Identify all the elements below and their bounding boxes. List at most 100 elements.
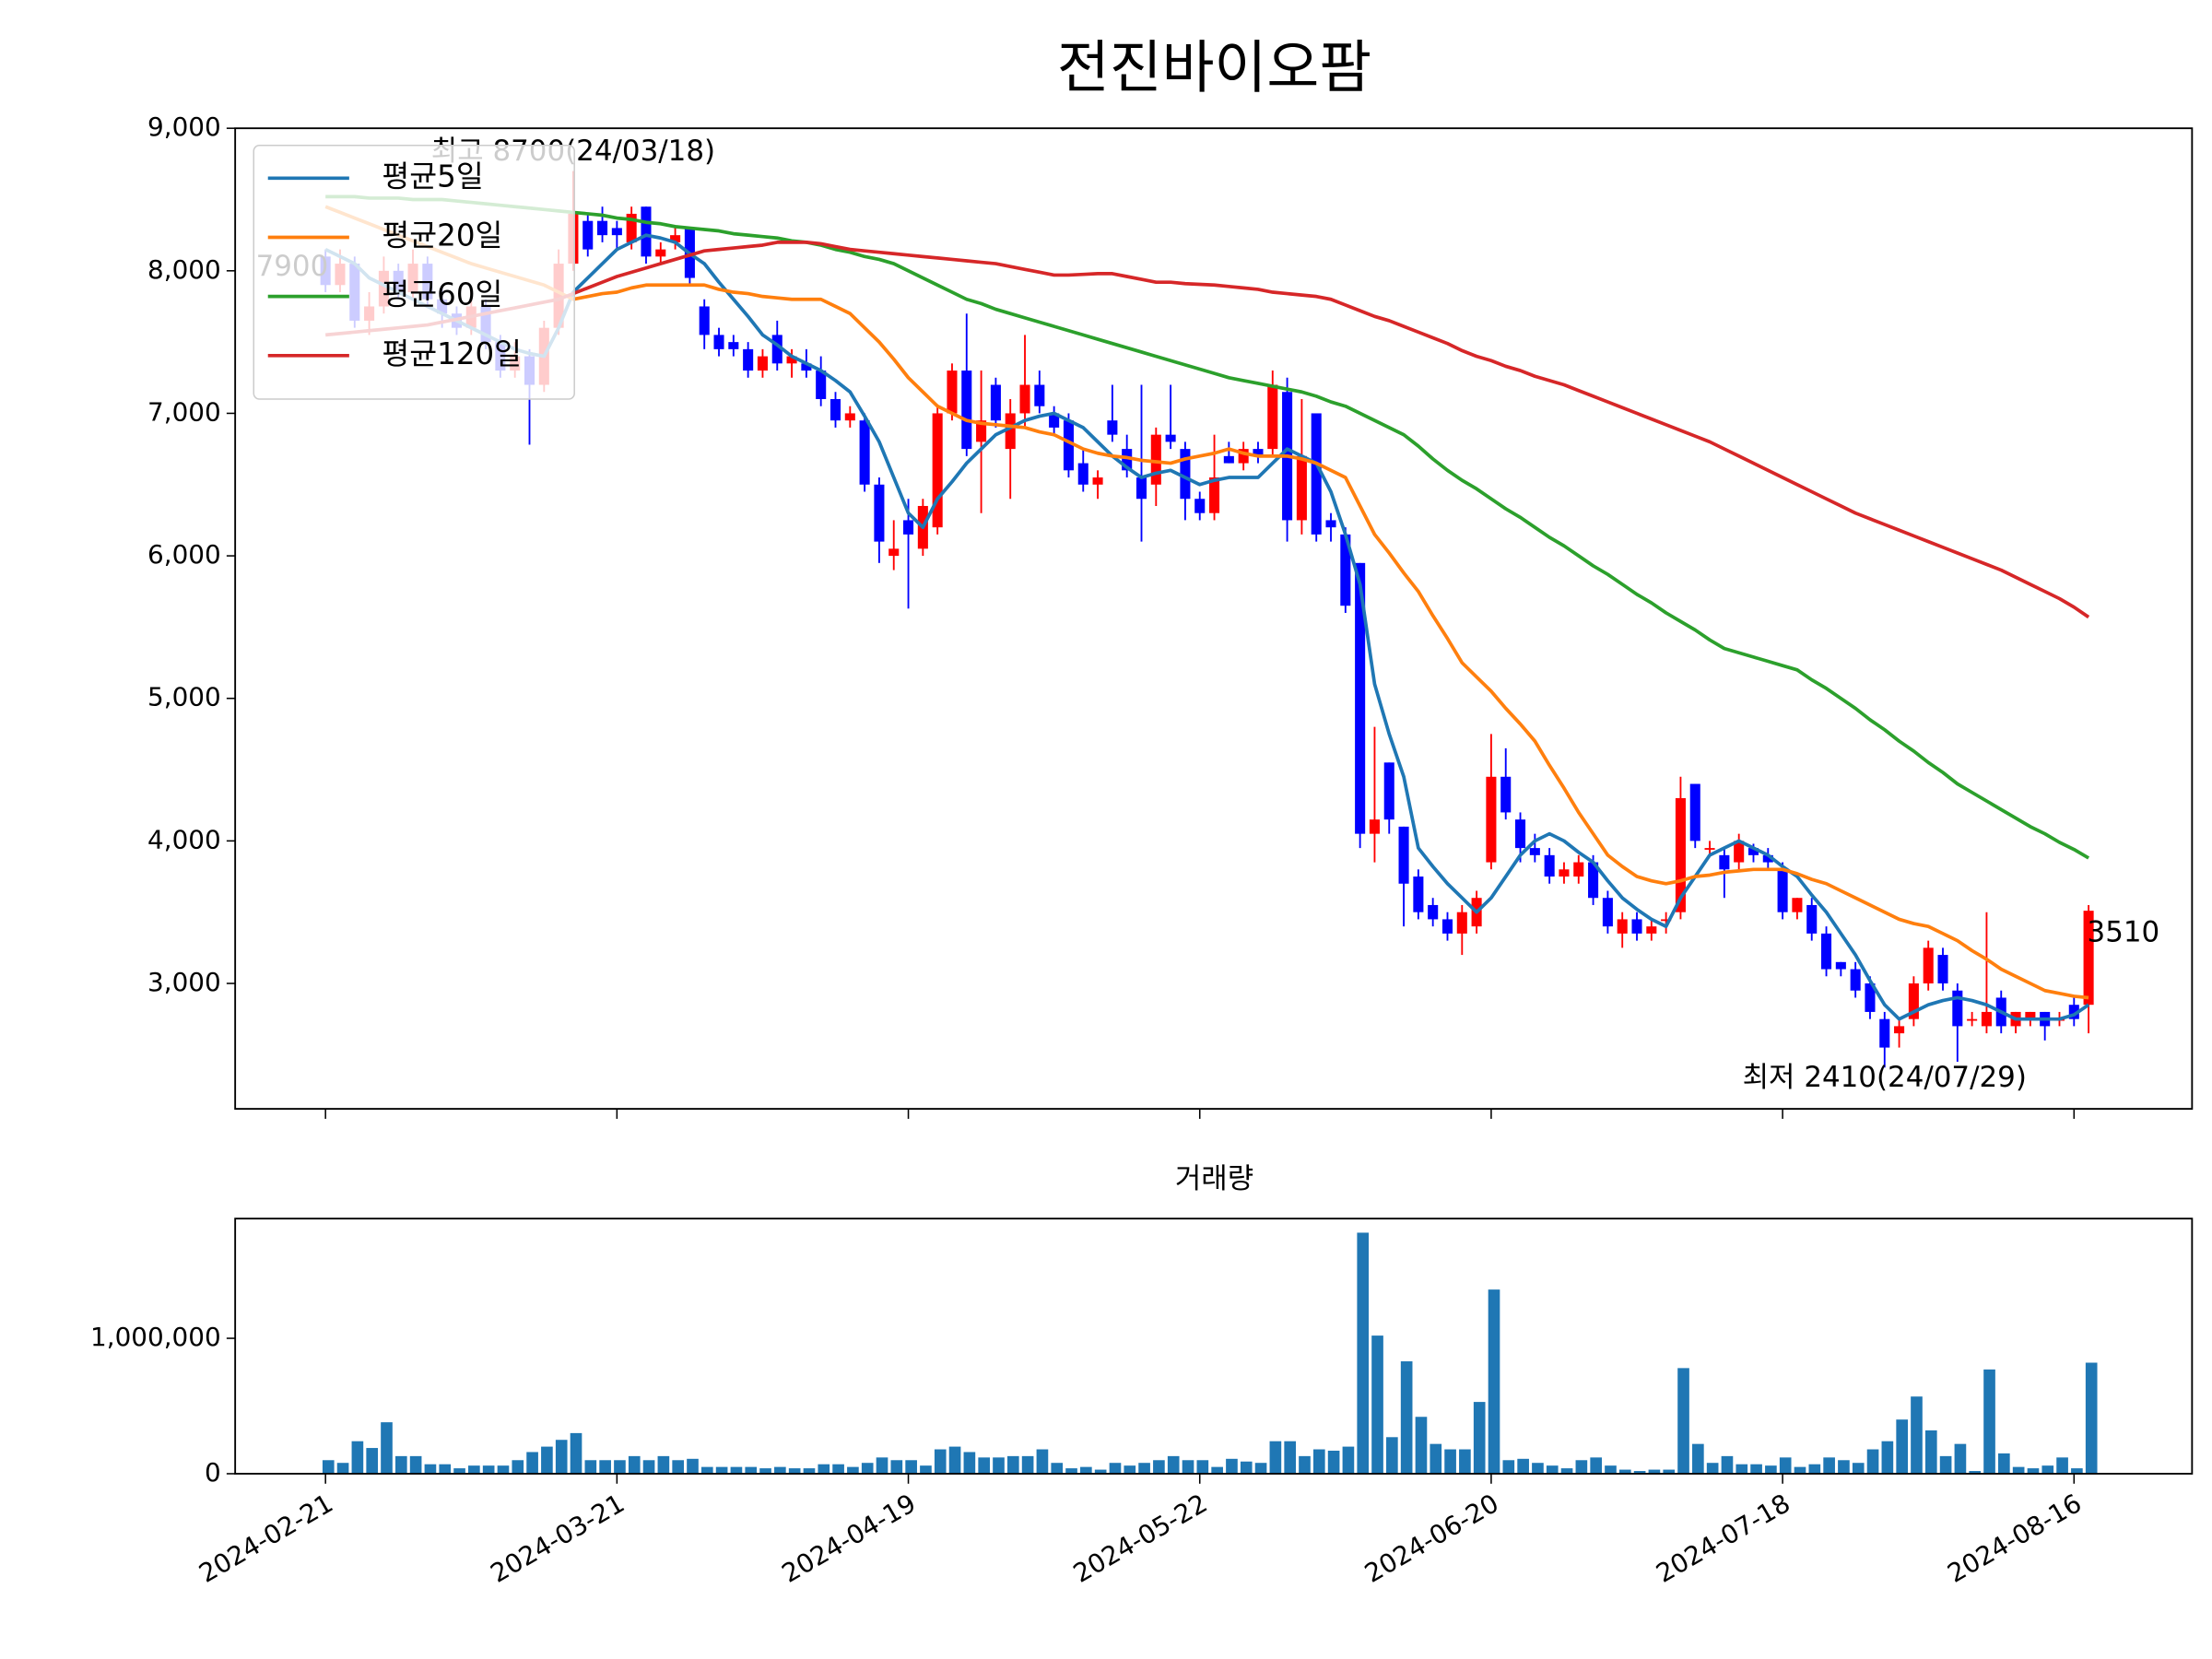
volume-bar	[1459, 1449, 1471, 1474]
candle-body	[816, 371, 827, 399]
volume-bar	[2071, 1468, 2083, 1474]
volume-bar	[818, 1464, 830, 1474]
candle-body	[1937, 955, 1948, 984]
volume-bar	[963, 1452, 976, 1474]
volume-bar	[628, 1455, 641, 1474]
volume-bar	[409, 1455, 422, 1474]
volume-bar	[905, 1460, 917, 1474]
candle-body	[728, 342, 739, 349]
candle-body	[1806, 904, 1818, 934]
candle-body	[1646, 926, 1657, 934]
volume-bar	[1327, 1450, 1340, 1474]
volume-axes-frame	[234, 1218, 2194, 1475]
candle-body	[1704, 848, 1715, 850]
volume-bar	[1735, 1464, 1748, 1474]
volume-bar	[993, 1457, 1005, 1474]
volume-bar	[1299, 1455, 1311, 1474]
volume-bar	[1226, 1458, 1238, 1474]
candle-body	[1165, 434, 1176, 442]
candle-body	[1923, 947, 1934, 984]
y-tick-label: 6,000	[147, 539, 221, 570]
volume-bar	[1065, 1468, 1077, 1474]
candle-body	[1967, 1018, 1978, 1021]
volume-bar	[541, 1446, 553, 1474]
volume-bar	[570, 1432, 582, 1474]
candle-body	[1077, 463, 1088, 485]
candle-body	[830, 398, 841, 421]
volume-bar	[497, 1465, 510, 1474]
candle-body	[1559, 869, 1570, 877]
legend-label: 평균60일	[382, 277, 502, 312]
volume-bar	[1488, 1289, 1500, 1474]
volume-bar	[832, 1464, 844, 1474]
volume-bar	[2027, 1468, 2040, 1474]
volume-bar	[1924, 1430, 1937, 1474]
candle-body	[655, 249, 666, 257]
candle-body	[1340, 534, 1351, 606]
candle-body	[1486, 776, 1497, 863]
volume-bar	[614, 1460, 626, 1474]
candle-body	[1617, 919, 1628, 934]
candle-body	[626, 213, 637, 242]
candle-body	[1981, 1011, 1992, 1027]
candle-body	[1661, 919, 1672, 922]
candle-body	[1441, 919, 1453, 934]
y-tick-label: 4,000	[147, 824, 221, 854]
volume-bar	[1765, 1465, 1777, 1474]
y-tick-label: 3,000	[147, 967, 221, 997]
candle-body	[1325, 520, 1336, 528]
volume-bar	[1021, 1455, 1034, 1474]
volume-bar	[526, 1452, 538, 1474]
volume-bar	[366, 1448, 379, 1474]
candle-body	[1588, 862, 1599, 899]
candle-body	[1180, 449, 1191, 500]
candle-body	[1689, 783, 1700, 841]
candle-body	[1063, 420, 1074, 471]
candle-body	[874, 484, 885, 542]
candle-body	[1850, 969, 1861, 991]
volume-bar	[890, 1460, 903, 1474]
candle-body	[1500, 776, 1512, 813]
moving-average-line	[324, 233, 2090, 1021]
volume-bar	[1312, 1449, 1325, 1474]
volume-bar	[2056, 1457, 2068, 1474]
volume-bar	[847, 1466, 859, 1474]
volume-bar	[1677, 1368, 1689, 1474]
volume-bar	[1357, 1232, 1370, 1474]
y-tick-label: 0	[205, 1457, 221, 1488]
volume-bar	[1911, 1396, 1923, 1474]
candle-body	[1238, 449, 1249, 464]
candle-body	[1573, 862, 1584, 877]
candle-body	[1135, 477, 1147, 500]
candle-body	[771, 335, 782, 364]
volume-bar	[1517, 1458, 1529, 1474]
candle-body	[932, 413, 943, 528]
candle-body	[1879, 1018, 1890, 1048]
candle-body	[1092, 477, 1103, 485]
candle-body	[1311, 413, 1322, 535]
volume-bar	[642, 1460, 655, 1474]
candle-body	[1428, 904, 1439, 920]
volume-bar	[2085, 1362, 2098, 1474]
volume-bar	[1240, 1461, 1253, 1474]
volume-bar	[1269, 1441, 1282, 1474]
volume-bar	[1182, 1460, 1194, 1474]
candle-body	[2068, 1005, 2079, 1019]
legend-box	[253, 144, 575, 400]
volume-title: 거래량	[1175, 1162, 1253, 1195]
y-tick-label: 5,000	[147, 682, 221, 712]
volume-bar	[512, 1460, 524, 1474]
candle-body	[990, 384, 1001, 421]
candle-body	[1049, 413, 1060, 428]
volume-bar	[920, 1465, 932, 1474]
candle-body	[1413, 877, 1424, 912]
candle-body	[1762, 854, 1773, 863]
volume-bar	[672, 1460, 685, 1474]
volume-bar	[657, 1455, 670, 1474]
volume-bar	[1415, 1417, 1428, 1474]
chart-title: 전진바이오팜	[1057, 34, 1371, 100]
candle-body	[1865, 983, 1876, 1012]
volume-bar	[439, 1464, 452, 1474]
volume-bar	[1254, 1463, 1267, 1474]
volume-bar	[1823, 1457, 1835, 1474]
